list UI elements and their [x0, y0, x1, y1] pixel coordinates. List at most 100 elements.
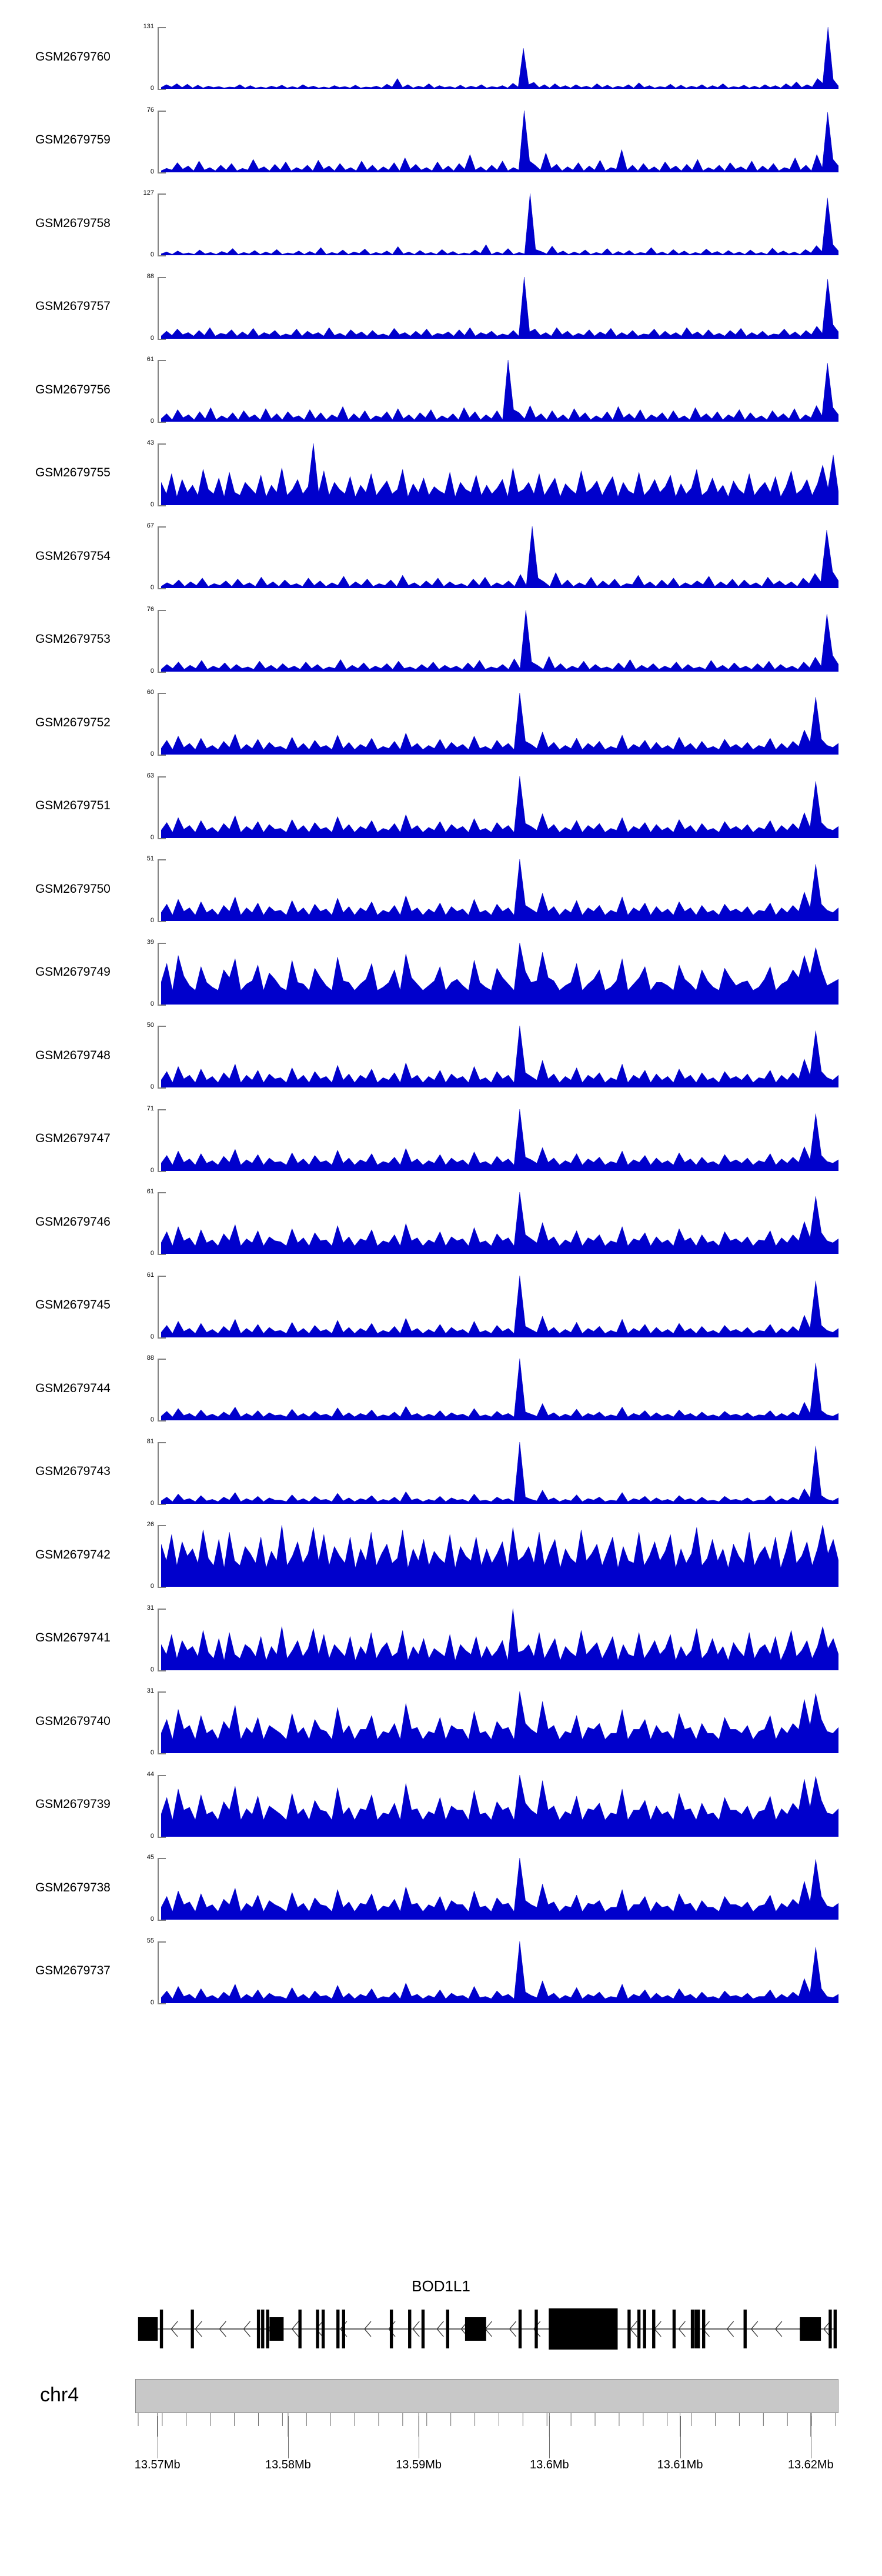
- coverage-track[interactable]: GSM2679753 76 0: [0, 606, 882, 675]
- coverage-track[interactable]: GSM2679740 31 0: [0, 1687, 882, 1756]
- track-signal-plot[interactable]: [161, 526, 838, 588]
- coverage-track[interactable]: GSM2679750 51 0: [0, 855, 882, 924]
- track-signal-plot[interactable]: [161, 1525, 838, 1587]
- exon-block[interactable]: [342, 2310, 345, 2348]
- track-signal-plot[interactable]: [161, 609, 838, 672]
- track-signal-plot[interactable]: [161, 1275, 838, 1337]
- exon-block[interactable]: [266, 2310, 269, 2348]
- y-axis-min-tick: [158, 1920, 166, 1921]
- coverage-track[interactable]: GSM2679749 39 0: [0, 939, 882, 1007]
- exon-block[interactable]: [690, 2310, 694, 2348]
- track-signal-plot[interactable]: [161, 1858, 838, 1920]
- coverage-track[interactable]: GSM2679737 55 0: [0, 1937, 882, 2006]
- track-signal-plot[interactable]: [161, 1941, 838, 2003]
- exon-block[interactable]: [828, 2310, 832, 2348]
- y-axis-max-tick: [158, 1192, 166, 1193]
- exon-block[interactable]: [191, 2310, 194, 2348]
- coverage-track[interactable]: GSM2679759 76 0: [0, 106, 882, 175]
- coverage-track[interactable]: GSM2679743 81 0: [0, 1438, 882, 1507]
- coverage-track[interactable]: GSM2679744 88 0: [0, 1354, 882, 1423]
- exon-block[interactable]: [701, 2310, 706, 2348]
- coverage-area-svg: [161, 193, 838, 255]
- exon-block[interactable]: [743, 2310, 747, 2348]
- y-axis-max-value: 61: [146, 356, 154, 363]
- gene-name-label: BOD1L1: [412, 2277, 470, 2295]
- coverage-track[interactable]: GSM2679758 127 0: [0, 189, 882, 258]
- track-signal-plot[interactable]: [161, 110, 838, 172]
- coverage-track[interactable]: GSM2679742 26 0: [0, 1521, 882, 1590]
- track-signal-plot[interactable]: [161, 1026, 838, 1087]
- coverage-track[interactable]: GSM2679738 45 0: [0, 1854, 882, 1923]
- y-axis-max-value: 131: [143, 23, 154, 30]
- track-y-axis: [158, 942, 162, 1005]
- track-signal-plot[interactable]: [161, 776, 838, 838]
- coverage-track[interactable]: GSM2679748 50 0: [0, 1022, 882, 1090]
- exon-block[interactable]: [627, 2310, 631, 2348]
- exon-block[interactable]: [694, 2310, 700, 2348]
- coverage-track[interactable]: GSM2679746 61 0: [0, 1188, 882, 1257]
- exon-block[interactable]: [643, 2310, 646, 2348]
- track-signal-plot[interactable]: [161, 443, 838, 505]
- track-signal-plot[interactable]: [161, 693, 838, 755]
- exon-block[interactable]: [336, 2310, 340, 2348]
- ruler-tick-label: 13.59Mb: [396, 2458, 442, 2471]
- exon-block[interactable]: [321, 2310, 325, 2348]
- track-signal-plot[interactable]: [161, 1109, 838, 1171]
- track-signal-plot[interactable]: [161, 1691, 838, 1753]
- coverage-track[interactable]: GSM2679741 31 0: [0, 1604, 882, 1673]
- coverage-track[interactable]: GSM2679752 60 0: [0, 689, 882, 758]
- exon-block[interactable]: [269, 2317, 284, 2341]
- exon-block[interactable]: [159, 2310, 163, 2348]
- exon-block[interactable]: [672, 2310, 676, 2348]
- exon-block[interactable]: [298, 2310, 302, 2348]
- track-signal-plot[interactable]: [161, 1359, 838, 1420]
- exon-block[interactable]: [256, 2310, 260, 2348]
- exon-block[interactable]: [549, 2308, 618, 2350]
- coverage-track[interactable]: GSM2679751 63 0: [0, 772, 882, 841]
- strand-arrow-icon: [412, 2321, 420, 2337]
- exon-block[interactable]: [421, 2310, 425, 2348]
- coverage-track[interactable]: GSM2679755 43 0: [0, 439, 882, 508]
- coverage-track[interactable]: GSM2679739 44 0: [0, 1771, 882, 1840]
- chromosome-ideogram-bar[interactable]: [135, 2379, 838, 2413]
- exon-block[interactable]: [833, 2310, 837, 2348]
- coverage-track[interactable]: GSM2679760 131 0: [0, 23, 882, 92]
- coverage-track[interactable]: GSM2679745 61 0: [0, 1272, 882, 1340]
- coverage-area-svg: [161, 27, 838, 89]
- exon-block[interactable]: [389, 2310, 393, 2348]
- coverage-track[interactable]: GSM2679747 71 0: [0, 1105, 882, 1174]
- coverage-track[interactable]: GSM2679757 88 0: [0, 273, 882, 342]
- y-axis-max-tick: [158, 609, 166, 611]
- exon-block[interactable]: [138, 2317, 158, 2341]
- exon-block[interactable]: [316, 2310, 319, 2348]
- exon-block[interactable]: [652, 2310, 656, 2348]
- track-signal-plot[interactable]: [161, 859, 838, 921]
- y-axis-min-value: 0: [150, 1666, 154, 1673]
- exon-block[interactable]: [800, 2317, 821, 2341]
- coverage-area-svg: [161, 276, 838, 339]
- track-signal-plot[interactable]: [161, 1192, 838, 1254]
- track-sample-label: GSM2679745: [35, 1298, 111, 1312]
- y-axis-min-tick: [158, 172, 166, 173]
- exon-block[interactable]: [408, 2310, 412, 2348]
- track-signal-plot[interactable]: [161, 942, 838, 1005]
- exon-block[interactable]: [518, 2310, 522, 2348]
- track-signal-plot[interactable]: [161, 1608, 838, 1670]
- exon-block[interactable]: [261, 2310, 265, 2348]
- y-axis-min-value: 0: [150, 667, 154, 675]
- exon-block[interactable]: [534, 2310, 538, 2348]
- tick-connector-line: [680, 2416, 681, 2458]
- y-axis-max-value: 31: [146, 1604, 154, 1611]
- track-signal-plot[interactable]: [161, 1442, 838, 1504]
- track-signal-plot[interactable]: [161, 27, 838, 89]
- track-signal-plot[interactable]: [161, 1774, 838, 1837]
- exon-block[interactable]: [446, 2310, 450, 2348]
- gene-model-track[interactable]: BOD1L1: [0, 2277, 882, 2364]
- coverage-track[interactable]: GSM2679754 67 0: [0, 522, 882, 591]
- track-signal-plot[interactable]: [161, 276, 838, 339]
- exon-block[interactable]: [465, 2317, 486, 2341]
- track-signal-plot[interactable]: [161, 360, 838, 422]
- coverage-track[interactable]: GSM2679756 61 0: [0, 356, 882, 425]
- exon-block[interactable]: [637, 2310, 641, 2348]
- track-signal-plot[interactable]: [161, 193, 838, 255]
